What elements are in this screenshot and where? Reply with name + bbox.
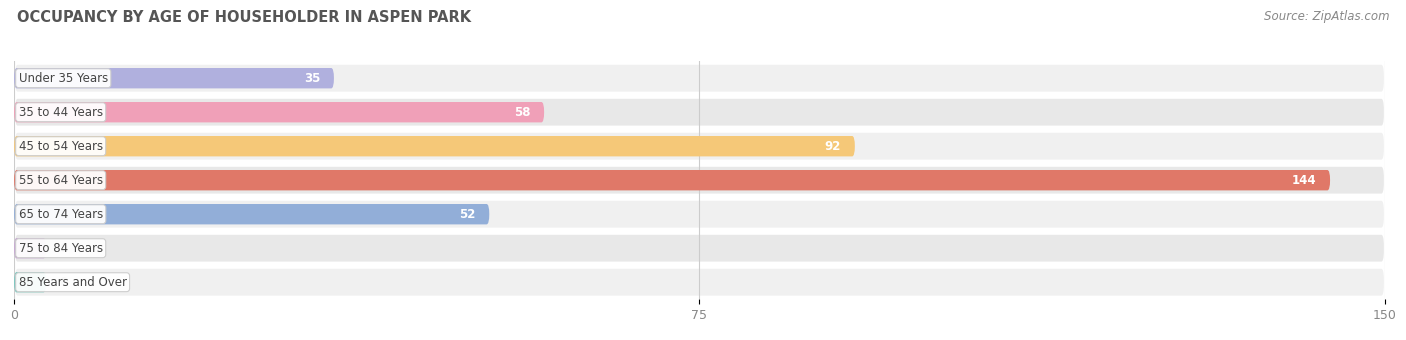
FancyBboxPatch shape [14, 200, 1385, 229]
FancyBboxPatch shape [14, 204, 489, 224]
FancyBboxPatch shape [14, 170, 1330, 190]
FancyBboxPatch shape [14, 166, 1385, 194]
FancyBboxPatch shape [14, 68, 335, 88]
FancyBboxPatch shape [14, 98, 1385, 126]
FancyBboxPatch shape [14, 234, 1385, 262]
Text: 92: 92 [825, 140, 841, 153]
FancyBboxPatch shape [14, 64, 1385, 92]
Text: 45 to 54 Years: 45 to 54 Years [18, 140, 103, 153]
Text: 52: 52 [460, 208, 475, 221]
Text: 55 to 64 Years: 55 to 64 Years [18, 174, 103, 187]
Text: 35: 35 [304, 72, 321, 85]
Text: 75 to 84 Years: 75 to 84 Years [18, 242, 103, 255]
FancyBboxPatch shape [14, 272, 46, 292]
FancyBboxPatch shape [14, 268, 1385, 296]
FancyBboxPatch shape [14, 132, 1385, 160]
Text: 58: 58 [515, 106, 530, 119]
FancyBboxPatch shape [14, 238, 46, 258]
Text: 144: 144 [1292, 174, 1316, 187]
Text: OCCUPANCY BY AGE OF HOUSEHOLDER IN ASPEN PARK: OCCUPANCY BY AGE OF HOUSEHOLDER IN ASPEN… [17, 10, 471, 25]
FancyBboxPatch shape [14, 136, 855, 156]
Text: 65 to 74 Years: 65 to 74 Years [18, 208, 103, 221]
Text: 0: 0 [60, 242, 67, 255]
FancyBboxPatch shape [14, 102, 544, 122]
Text: 85 Years and Over: 85 Years and Over [18, 276, 127, 289]
Text: Under 35 Years: Under 35 Years [18, 72, 108, 85]
Text: 0: 0 [60, 276, 67, 289]
Text: Source: ZipAtlas.com: Source: ZipAtlas.com [1264, 10, 1389, 23]
Text: 35 to 44 Years: 35 to 44 Years [18, 106, 103, 119]
